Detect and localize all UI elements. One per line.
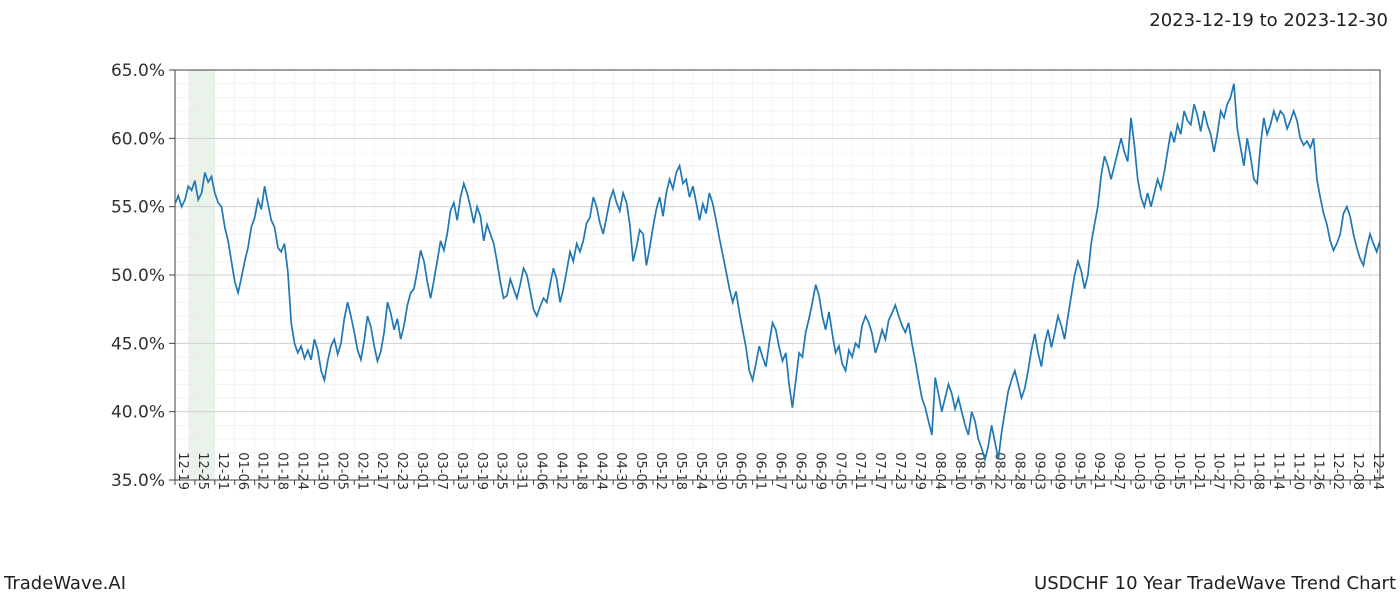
x-tick-label: 07-11 bbox=[852, 452, 867, 490]
x-tick-label: 07-17 bbox=[872, 452, 887, 490]
x-tick-label: 12-02 bbox=[1330, 452, 1345, 490]
x-tick-label: 12-08 bbox=[1350, 452, 1365, 490]
footer-brand: TradeWave.AI bbox=[4, 573, 126, 594]
x-tick-label: 11-08 bbox=[1251, 452, 1266, 490]
x-tick-label: 10-03 bbox=[1131, 452, 1146, 490]
x-tick-label: 10-09 bbox=[1151, 452, 1166, 490]
x-tick-label: 11-20 bbox=[1290, 452, 1305, 490]
x-tick-label: 06-29 bbox=[812, 452, 827, 490]
x-tick-label: 05-18 bbox=[673, 452, 688, 490]
x-axis-ticks: 12-19 12-25 12-31 01-06 01-12 01-18 01-24 01-30… bbox=[175, 452, 1385, 490]
x-tick-label: 11-02 bbox=[1231, 452, 1246, 490]
x-tick-label: 06-23 bbox=[792, 452, 807, 490]
y-tick-label: 65.0% bbox=[111, 61, 165, 81]
y-tick-label: 55.0% bbox=[111, 198, 165, 218]
x-tick-label: 05-24 bbox=[693, 452, 708, 490]
x-tick-label: 02-17 bbox=[374, 452, 389, 490]
x-tick-label: 09-27 bbox=[1111, 452, 1126, 490]
y-axis-ticks: 35.0% 40.0% 45.0% 50.0% 55.0% 60.0% 65.0% bbox=[111, 61, 175, 491]
x-tick-label: 03-25 bbox=[494, 452, 509, 490]
x-tick-label: 01-06 bbox=[235, 452, 250, 490]
x-tick-label: 07-23 bbox=[892, 452, 907, 490]
x-tick-label: 01-24 bbox=[295, 452, 310, 490]
x-tick-label: 10-27 bbox=[1211, 452, 1226, 490]
x-tick-label: 05-30 bbox=[713, 452, 728, 490]
x-tick-label: 11-14 bbox=[1270, 452, 1285, 490]
x-tick-label: 05-06 bbox=[633, 452, 648, 490]
x-tick-label: 01-30 bbox=[314, 452, 329, 490]
grid-major bbox=[175, 70, 1380, 480]
x-tick-label: 09-09 bbox=[1051, 452, 1066, 490]
x-tick-label: 02-23 bbox=[394, 452, 409, 490]
y-tick-label: 60.0% bbox=[111, 129, 165, 149]
trend-line bbox=[175, 84, 1380, 460]
x-tick-label: 12-19 bbox=[175, 452, 190, 490]
x-tick-label: 07-05 bbox=[832, 452, 847, 490]
x-tick-label: 10-21 bbox=[1191, 452, 1206, 490]
x-tick-label: 03-01 bbox=[414, 452, 429, 490]
x-tick-label: 10-15 bbox=[1171, 452, 1186, 490]
x-tick-label: 08-28 bbox=[1012, 452, 1027, 490]
trend-line-chart: 35.0% 40.0% 45.0% 50.0% 55.0% 60.0% 65.0% 12-19… bbox=[0, 40, 1400, 560]
x-tick-label: 06-05 bbox=[733, 452, 748, 490]
x-tick-label: 04-12 bbox=[553, 452, 568, 490]
x-tick-label: 02-05 bbox=[334, 452, 349, 490]
x-tick-label: 03-19 bbox=[474, 452, 489, 490]
x-tick-label: 03-31 bbox=[514, 452, 529, 490]
x-tick-label: 01-18 bbox=[275, 452, 290, 490]
y-tick-label: 45.0% bbox=[111, 334, 165, 354]
x-tick-label: 04-30 bbox=[613, 452, 628, 490]
x-tick-label: 04-06 bbox=[534, 452, 549, 490]
x-tick-label: 07-29 bbox=[912, 452, 927, 490]
x-tick-label: 12-31 bbox=[215, 452, 230, 490]
footer-chart-title: USDCHF 10 Year TradeWave Trend Chart bbox=[1034, 573, 1396, 594]
x-tick-label: 08-04 bbox=[932, 452, 947, 490]
date-range-title: 2023-12-19 to 2023-12-30 bbox=[1149, 10, 1388, 31]
x-tick-label: 05-12 bbox=[653, 452, 668, 490]
x-tick-label: 04-24 bbox=[593, 452, 608, 490]
x-tick-label: 12-25 bbox=[195, 452, 210, 490]
x-tick-label: 04-18 bbox=[573, 452, 588, 490]
x-tick-label: 03-13 bbox=[454, 452, 469, 490]
x-tick-label: 11-26 bbox=[1310, 452, 1325, 490]
x-tick-label: 06-11 bbox=[753, 452, 768, 490]
x-tick-label: 06-17 bbox=[773, 452, 788, 490]
x-tick-label: 09-21 bbox=[1091, 452, 1106, 490]
x-tick-label: 08-10 bbox=[952, 452, 967, 490]
y-tick-label: 40.0% bbox=[111, 403, 165, 423]
x-tick-label: 03-07 bbox=[434, 452, 449, 490]
y-tick-label: 35.0% bbox=[111, 471, 165, 491]
y-tick-label: 50.0% bbox=[111, 266, 165, 286]
x-tick-label: 12-14 bbox=[1370, 452, 1385, 490]
x-tick-label: 09-03 bbox=[1031, 452, 1046, 490]
x-tick-label: 01-12 bbox=[255, 452, 270, 490]
x-tick-label: 09-15 bbox=[1071, 452, 1086, 490]
x-tick-label: 02-11 bbox=[354, 452, 369, 490]
